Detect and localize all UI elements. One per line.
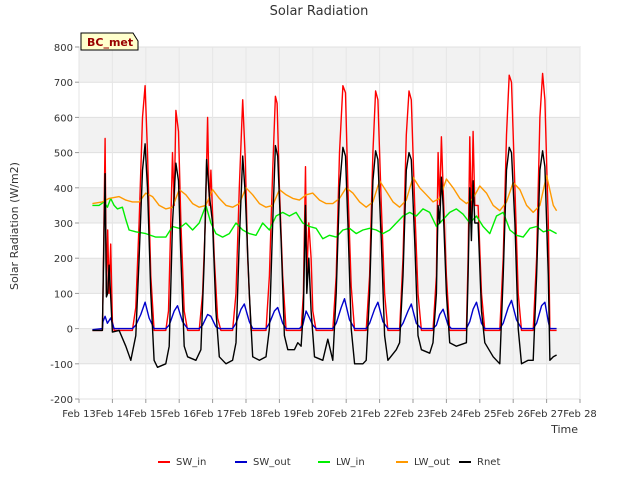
x-tick-label: Feb 13 [62, 409, 96, 420]
legend-label: LW_in [336, 457, 365, 468]
x-tick-label: Feb 21 [329, 409, 363, 420]
series-line-sw-in [92, 72, 557, 332]
y-tick-label: -200 [50, 395, 73, 406]
x-axis-label: Time [550, 423, 578, 436]
y-tick-label: 600 [54, 113, 73, 124]
y-tick-label: 200 [54, 254, 73, 265]
legend-label: SW_in [176, 457, 206, 468]
series-line-rnet [92, 143, 557, 368]
site-label-box: BC_met [80, 32, 139, 51]
x-tick-label: Feb 18 [229, 409, 263, 420]
x-tick-label: Feb 26 [496, 409, 530, 420]
x-tick-label: Feb 17 [196, 409, 230, 420]
y-tick-label: 700 [54, 78, 73, 89]
y-tick-label: 500 [54, 149, 73, 160]
legend-label: Rnet [477, 457, 500, 468]
y-axis-ticks: -200 -100 0 100 200 300 400 500 600 700 800 [50, 43, 79, 406]
y-tick-label: 300 [54, 219, 73, 230]
x-tick-label: Feb 16 [162, 409, 196, 420]
x-tick-label: Feb 23 [396, 409, 430, 420]
x-tick-label: Feb 19 [263, 409, 297, 420]
y-tick-label: 100 [54, 289, 73, 300]
x-tick-label: Feb 28 [563, 409, 597, 420]
grid-band [79, 117, 580, 153]
chart-title: Solar Radiation [270, 4, 369, 19]
legend-label: SW_out [253, 457, 291, 468]
series-line-lw-out [92, 174, 558, 214]
series-line-lw-in [92, 197, 557, 240]
y-tick-label: 400 [54, 184, 73, 195]
x-tick-label: Feb 14 [96, 409, 130, 420]
site-label: BC_met [87, 36, 133, 49]
y-tick-label: 800 [54, 43, 73, 54]
y-tick-label: 0 [67, 325, 73, 336]
grid-band [79, 258, 580, 294]
x-tick-label: Feb 27 [530, 409, 564, 420]
x-tick-label: Feb 20 [296, 409, 330, 420]
legend: SW_in SW_out LW_in LW_out Rnet [158, 457, 500, 468]
grid-bands [79, 47, 580, 364]
y-tick-label: -100 [50, 360, 73, 371]
x-tick-label: Feb 25 [463, 409, 497, 420]
x-tick-label: Feb 22 [363, 409, 397, 420]
grid-band [79, 47, 580, 83]
y-axis-label: Solar Radiation (W/m2) [8, 162, 21, 290]
x-tick-label: Feb 24 [430, 409, 464, 420]
x-axis-ticks: Feb 13 Feb 14 Feb 15 Feb 16 Feb 17 Feb 18 Feb … [62, 399, 597, 420]
x-tick-label: Feb 15 [129, 409, 163, 420]
series-lines [92, 72, 558, 368]
legend-label: LW_out [414, 457, 450, 468]
